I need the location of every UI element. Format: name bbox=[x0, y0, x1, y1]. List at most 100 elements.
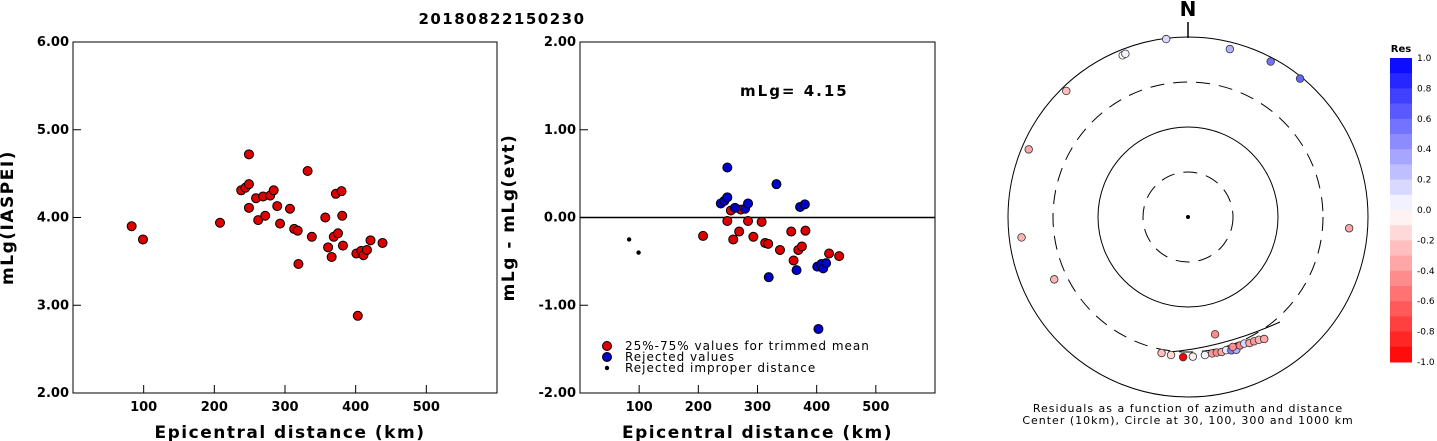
data-point bbox=[722, 162, 733, 173]
y-tick-label: -1.00 bbox=[539, 298, 576, 313]
colorbar-ticks: 1.0 0.8 0.6 0.4 0.2 0.0 -0.2 -0.4 -0.6 -0.8 -1.0 bbox=[1417, 54, 1435, 368]
station-point bbox=[1121, 49, 1130, 59]
data-points bbox=[626, 162, 845, 334]
data-point bbox=[292, 225, 303, 236]
station-point bbox=[1178, 352, 1188, 362]
station-point bbox=[1017, 233, 1026, 242]
data-point bbox=[771, 179, 782, 190]
colorbar: Res 1.0 0.8 0.6 0.4 0.2 0.0 -0.2 -0.4 -0.6 -0.8 -1… bbox=[1390, 44, 1435, 368]
data-point bbox=[243, 149, 254, 160]
data-point bbox=[800, 225, 811, 236]
data-point bbox=[722, 192, 733, 203]
station-points bbox=[1017, 34, 1354, 362]
north-label: N bbox=[1180, 0, 1197, 21]
data-point bbox=[361, 244, 372, 255]
azimuth-distance-plot: N Residuals as a function of azimuth and… bbox=[1007, 0, 1369, 427]
colorbar-cell bbox=[1390, 194, 1412, 211]
legend-label-trimmed: 25%-75% values for trimmed mean bbox=[625, 339, 870, 353]
station-point bbox=[1228, 342, 1237, 352]
y-ticks: -2.00 -1.00 0.00 1.00 2.00 bbox=[539, 35, 588, 401]
data-point bbox=[730, 202, 741, 213]
colorbar-cell bbox=[1390, 88, 1412, 105]
colorbar-title: Res bbox=[1391, 44, 1411, 55]
x-tick-label: 400 bbox=[803, 400, 830, 415]
colorbar-cell bbox=[1390, 164, 1412, 181]
data-point bbox=[333, 228, 343, 239]
legend: 25%-75% values for trimmed mean Rejected… bbox=[602, 339, 870, 375]
colorbar-cell bbox=[1390, 301, 1412, 317]
colorbar-cell bbox=[1390, 286, 1412, 302]
data-point bbox=[786, 226, 797, 237]
station-point bbox=[1024, 145, 1033, 154]
data-point bbox=[791, 265, 802, 276]
data-point bbox=[763, 272, 774, 283]
center-point bbox=[1186, 215, 1190, 219]
data-point bbox=[320, 212, 331, 223]
x-tick-label: 300 bbox=[744, 400, 771, 415]
station-point bbox=[1166, 350, 1176, 360]
station-point bbox=[1062, 86, 1071, 96]
station-point bbox=[1157, 348, 1166, 358]
colorbar-tick-label: 0.6 bbox=[1417, 115, 1432, 125]
colorbar-tick-label: 0.8 bbox=[1417, 84, 1432, 94]
data-point bbox=[743, 198, 754, 209]
data-point bbox=[137, 234, 148, 245]
colorbar-tick-label: -0.2 bbox=[1417, 236, 1435, 246]
y-tick-label: 2.00 bbox=[37, 386, 69, 401]
data-point bbox=[756, 216, 767, 227]
data-point bbox=[293, 259, 304, 270]
x-tick-label: 100 bbox=[626, 400, 653, 415]
legend-marker-improper bbox=[604, 365, 610, 371]
legend-marker-rejected bbox=[602, 352, 612, 362]
data-point bbox=[243, 202, 254, 213]
x-tick-label: 500 bbox=[862, 400, 889, 415]
data-point bbox=[243, 179, 254, 190]
data-point bbox=[813, 323, 824, 334]
data-points bbox=[126, 149, 388, 321]
station-point bbox=[1188, 352, 1198, 361]
colorbar-cell bbox=[1390, 240, 1412, 257]
colorbar-cell bbox=[1390, 225, 1412, 241]
y-tick-label: -2.00 bbox=[539, 386, 576, 401]
colorbar-cell bbox=[1390, 316, 1412, 333]
data-point bbox=[268, 185, 279, 196]
circle-30km bbox=[1142, 171, 1234, 263]
x-tick-label: 100 bbox=[130, 400, 157, 415]
data-point bbox=[748, 231, 759, 242]
data-point bbox=[377, 237, 388, 248]
data-point bbox=[284, 203, 295, 214]
colorbar-cell bbox=[1390, 118, 1412, 135]
colorbar-cell bbox=[1390, 255, 1412, 272]
colorbar-cell bbox=[1390, 270, 1412, 287]
y-tick-label: 3.00 bbox=[37, 298, 69, 313]
data-point bbox=[126, 221, 137, 232]
circle-100km bbox=[1097, 126, 1279, 308]
data-point bbox=[734, 226, 745, 237]
magnitude-plot: 2.00 3.00 4.00 5.00 6.00 100 200 300 400 500 Epi… bbox=[0, 35, 498, 441]
colorbar-cell bbox=[1390, 134, 1412, 150]
y-axis-label: mLg(IASPEI) bbox=[0, 150, 18, 285]
y-tick-label: 2.00 bbox=[544, 35, 576, 50]
x-ticks: 100 200 300 400 500 bbox=[626, 385, 889, 415]
x-axis-label: Epicentral distance (km) bbox=[622, 423, 893, 441]
colorbar-cell bbox=[1390, 179, 1412, 196]
colorbar-tick-label: 1.0 bbox=[1417, 54, 1432, 64]
colorbar-cell bbox=[1390, 103, 1412, 120]
station-point bbox=[1260, 334, 1269, 344]
station-arc bbox=[1167, 321, 1281, 353]
magnitude-annotation: mLg= 4.15 bbox=[740, 82, 849, 100]
x-ticks: 100 200 300 400 500 bbox=[130, 385, 440, 415]
station-point bbox=[1200, 350, 1210, 360]
station-point bbox=[1295, 74, 1305, 83]
colorbar-cell bbox=[1390, 346, 1412, 363]
station-point bbox=[1266, 57, 1275, 66]
data-point bbox=[774, 244, 785, 255]
x-tick-label: 300 bbox=[271, 400, 298, 415]
data-point bbox=[799, 199, 810, 210]
data-point bbox=[834, 251, 845, 262]
colorbar-cell bbox=[1390, 149, 1412, 165]
data-point bbox=[365, 235, 376, 246]
colorbar-cell bbox=[1390, 58, 1412, 74]
plot-frame-middle bbox=[579, 41, 936, 394]
